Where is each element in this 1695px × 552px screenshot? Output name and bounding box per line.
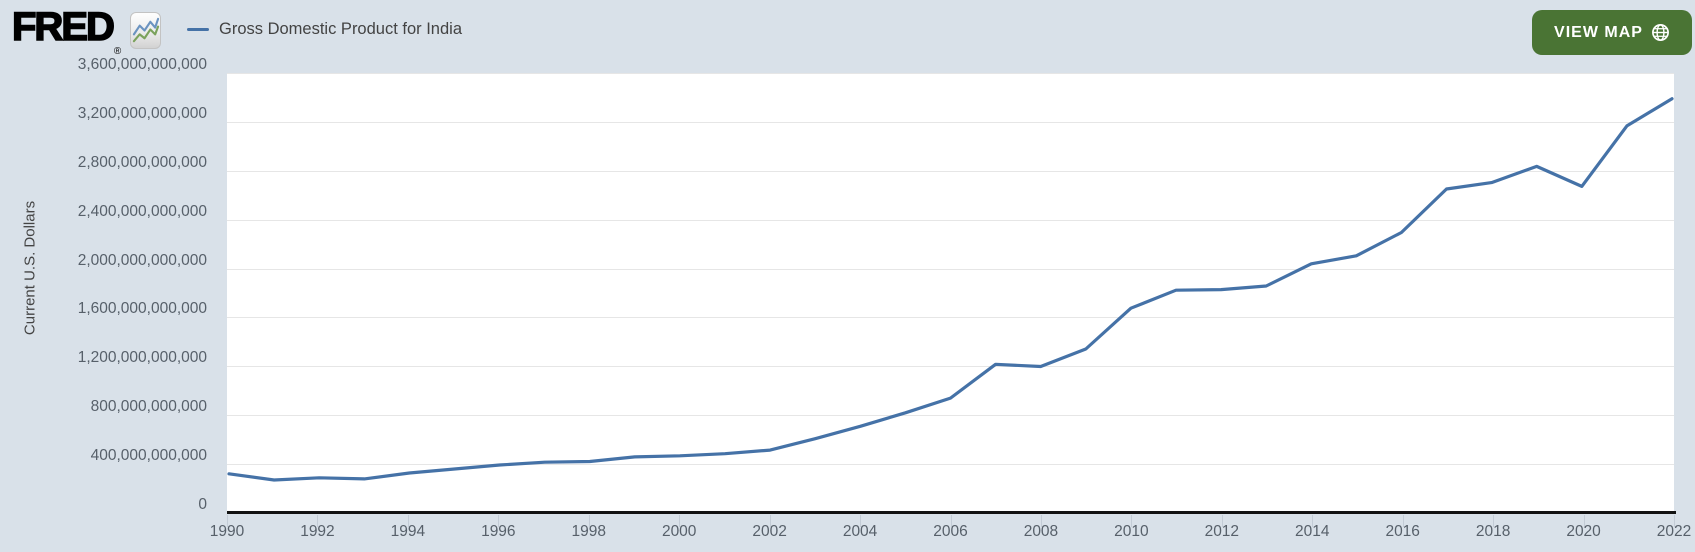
x-axis-label: 2002	[752, 523, 787, 540]
gridline	[227, 317, 1674, 319]
gridline	[227, 73, 1674, 74]
x-axis-tick	[407, 515, 409, 527]
x-axis-tick	[1131, 515, 1133, 527]
x-axis-label: 2018	[1475, 523, 1511, 540]
x-axis-tick	[1221, 515, 1223, 527]
x-axis-label: 2004	[842, 523, 878, 540]
x-axis-tick	[679, 515, 681, 527]
y-axis-label: 3,600,000,000,000	[77, 56, 207, 73]
x-axis-tick	[1583, 515, 1585, 527]
x-axis-tick	[317, 515, 319, 527]
gridline	[227, 415, 1674, 417]
gdp-series-line	[227, 97, 1674, 482]
x-axis-tick	[1493, 515, 1495, 527]
gridline	[227, 366, 1674, 368]
y-axis-label: 400,000,000,000	[90, 447, 207, 465]
x-axis-tick	[227, 515, 228, 527]
series-line-svg	[227, 97, 1674, 482]
x-axis-tick	[498, 515, 500, 527]
gridline	[227, 121, 1674, 123]
fred-sparkline-icon	[129, 12, 161, 49]
y-axis-label: 0	[198, 496, 207, 513]
legend-series-label: Gross Domestic Product for India	[219, 19, 463, 38]
x-axis-label: 2022	[1656, 523, 1692, 540]
fred-logo-text: FRED	[11, 4, 115, 50]
y-axis-label: 1,200,000,000,000	[77, 349, 207, 367]
fred-logo[interactable]: FRED®	[11, 4, 161, 57]
x-axis-label: 2016	[1385, 523, 1420, 540]
x-axis-tick	[588, 515, 590, 527]
y-axis-label: 2,000,000,000,000	[77, 251, 207, 269]
x-axis-tick	[1402, 515, 1404, 527]
gridline	[227, 219, 1674, 221]
x-axis-label: 2008	[1023, 523, 1059, 540]
registered-trademark: ®	[113, 46, 122, 57]
y-axis-label: 3,200,000,000,000	[77, 104, 207, 122]
gridline	[227, 268, 1674, 270]
x-axis-label: 1996	[481, 523, 516, 540]
x-axis-tick	[1674, 515, 1675, 527]
x-axis-tick	[860, 515, 862, 527]
y-axis-label: 800,000,000,000	[90, 398, 207, 416]
x-axis-label: 1990	[209, 523, 245, 540]
x-axis-label: 2012	[1204, 523, 1240, 540]
view-map-button[interactable]: VIEW MAP	[1532, 10, 1692, 55]
x-axis-tick	[1040, 515, 1042, 527]
x-axis-label: 2020	[1566, 523, 1601, 540]
x-axis-label: 1992	[300, 523, 335, 540]
x-axis-line	[227, 511, 1676, 514]
plot-area[interactable]	[227, 73, 1674, 513]
legend-line-marker	[187, 27, 209, 31]
globe-icon	[1651, 23, 1670, 42]
x-axis-label: 1994	[390, 523, 426, 540]
gridline	[227, 170, 1674, 172]
gridline	[227, 464, 1674, 466]
y-axis-label: 1,600,000,000,000	[77, 300, 207, 318]
view-map-label: VIEW MAP	[1554, 23, 1643, 41]
y-axis-title: Current U.S. Dollars	[21, 200, 39, 336]
y-axis-label: 2,800,000,000,000	[77, 153, 207, 171]
x-axis-label: 2010	[1114, 523, 1149, 540]
x-axis-tick	[1312, 515, 1314, 527]
x-axis-label: 2014	[1295, 523, 1330, 540]
x-axis-label: 2000	[661, 523, 697, 540]
x-axis-tick	[950, 515, 952, 527]
x-axis-label: 1998	[571, 523, 606, 540]
x-axis-tick	[769, 515, 771, 527]
y-axis-label: 2,400,000,000,000	[77, 202, 207, 220]
x-axis-label: 2006	[933, 523, 968, 540]
series-legend: Gross Domestic Product for India	[187, 14, 462, 44]
